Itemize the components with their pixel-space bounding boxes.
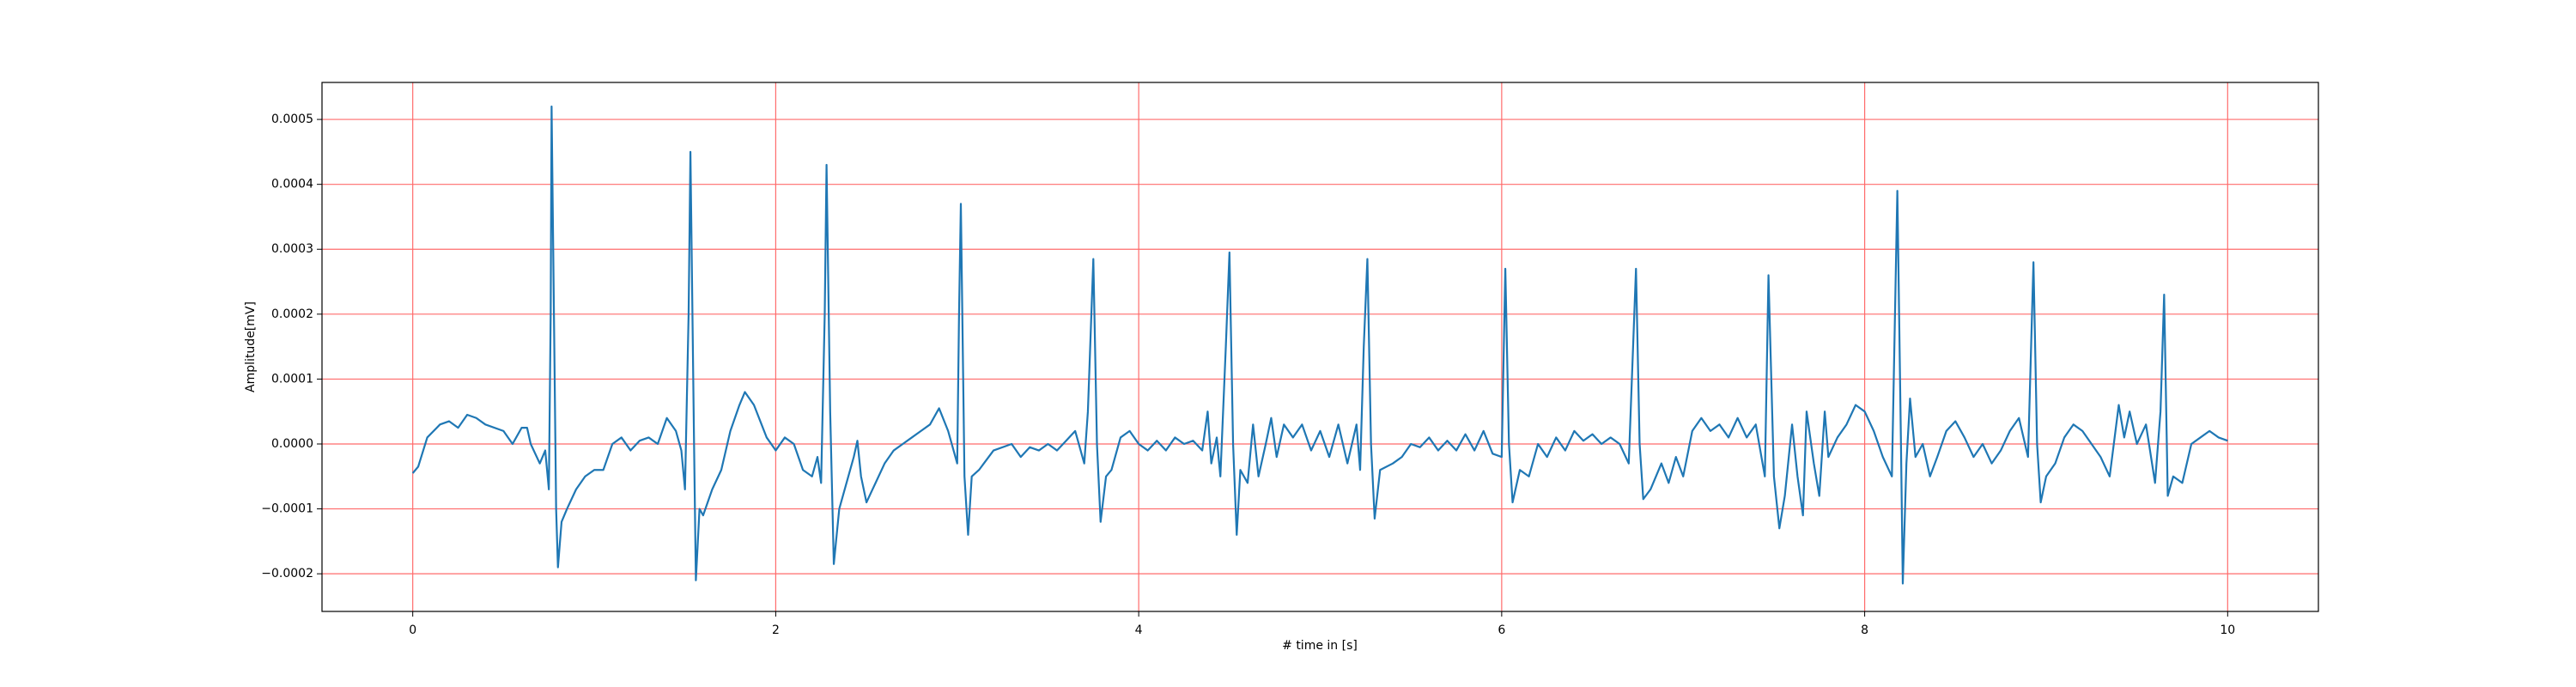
y-axis-label: Amplitude[mV]	[244, 301, 258, 392]
x-tick-label: 0	[409, 623, 416, 637]
plot-frame	[321, 82, 2319, 612]
x-tick-label: 10	[2220, 623, 2235, 637]
y-tick-label: 0.0005	[271, 112, 313, 126]
line-series	[411, 105, 2228, 585]
y-tick-label: 0.0004	[271, 178, 313, 192]
x-axis-label: # time in [s]	[1282, 639, 1358, 653]
y-tick-label: −0.0002	[261, 567, 313, 581]
x-tick-label: 2	[772, 623, 780, 637]
y-tick-label: 0.0002	[271, 307, 313, 321]
y-tick-label: −0.0001	[261, 502, 313, 516]
y-tick-label: 0.0000	[271, 437, 313, 451]
x-tick-label: 6	[1498, 623, 1505, 637]
y-tick-label: 0.0003	[271, 242, 313, 256]
y-tick-label: 0.0001	[271, 372, 313, 386]
x-tick-label: 8	[1861, 623, 1868, 637]
x-tick-label: 4	[1135, 623, 1143, 637]
